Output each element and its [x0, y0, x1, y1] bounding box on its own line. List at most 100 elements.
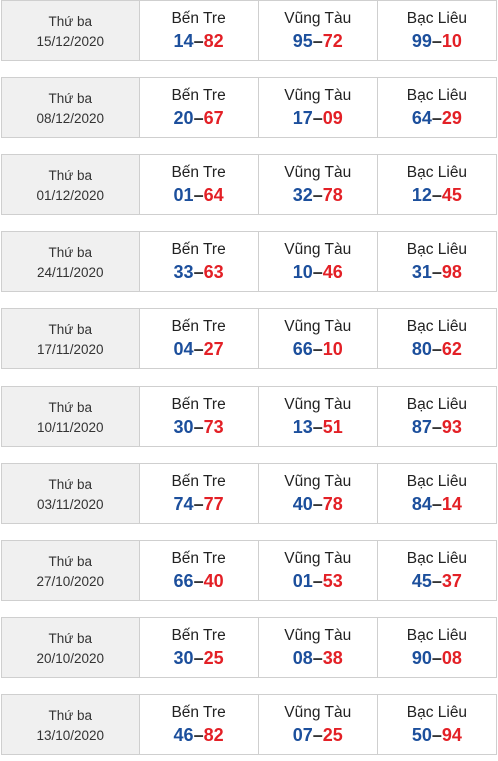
result-numbers: 17–09 — [259, 107, 377, 129]
result-numbers: 10–46 — [259, 261, 377, 283]
second-number: 82 — [203, 31, 224, 51]
number-separator: – — [312, 571, 323, 591]
second-number: 78 — [322, 494, 343, 514]
province-name: Vũng Tàu — [284, 87, 352, 104]
first-number: 30 — [173, 417, 194, 437]
province-name: Bến Tre — [171, 318, 226, 335]
result-table: Thứ ba 01/12/2020 Bến Tre 01–64 Vũng Tàu 32–7… — [1, 154, 498, 215]
province-name: Bến Tre — [171, 164, 226, 181]
weekday-label: Thứ ba — [48, 321, 93, 337]
province-cell: Bến Tre 66–40 — [138, 540, 259, 601]
result-numbers: 20–67 — [140, 107, 258, 129]
result-table: Thứ ba 20/10/2020 Bến Tre 30–25 Vũng Tàu 08–3… — [1, 617, 498, 678]
province-cell: Bạc Liêu 31–98 — [376, 231, 498, 292]
number-separator: – — [193, 648, 204, 668]
province-cell: Bạc Liêu 45–37 — [376, 540, 498, 601]
number-separator: – — [312, 108, 323, 128]
number-separator: – — [312, 262, 323, 282]
second-number: 82 — [203, 725, 224, 745]
date-cell: Thứ ba 27/10/2020 — [1, 540, 140, 601]
first-number: 32 — [292, 185, 313, 205]
date-cell: Thứ ba 20/10/2020 — [1, 617, 140, 678]
second-number: 46 — [322, 262, 343, 282]
province-name: Bến Tre — [171, 550, 226, 567]
result-table: Thứ ba 03/11/2020 Bến Tre 74–77 Vũng Tàu 40–7… — [1, 463, 498, 524]
result-numbers: 66–40 — [140, 570, 258, 592]
result-numbers: 04–27 — [140, 338, 258, 360]
draw-date: 15/12/2020 — [36, 33, 105, 49]
result-table: Thứ ba 10/11/2020 Bến Tre 30–73 Vũng Tàu 13–5… — [1, 386, 498, 447]
table-row: Thứ ba 03/11/2020 Bến Tre 74–77 Vũng Tàu 40–7… — [1, 463, 498, 524]
result-numbers: 01–64 — [140, 184, 258, 206]
table-row: Thứ ba 20/10/2020 Bến Tre 30–25 Vũng Tàu 08–3… — [1, 617, 498, 678]
result-numbers: 84–14 — [378, 493, 496, 515]
first-number: 10 — [292, 262, 313, 282]
second-number: 29 — [441, 108, 462, 128]
second-number: 25 — [203, 648, 224, 668]
first-number: 87 — [411, 417, 432, 437]
province-cell: Vũng Tàu 07–25 — [257, 694, 378, 755]
province-name: Bạc Liêu — [406, 473, 468, 490]
weekday-label: Thứ ba — [48, 167, 93, 183]
date-cell: Thứ ba 15/12/2020 — [1, 0, 140, 61]
province-name: Bạc Liêu — [406, 627, 468, 644]
result-numbers: 14–82 — [140, 30, 258, 52]
province-cell: Vũng Tàu 95–72 — [257, 0, 378, 61]
second-number: 94 — [441, 725, 462, 745]
number-separator: – — [312, 339, 323, 359]
result-numbers: 46–82 — [140, 724, 258, 746]
second-number: 78 — [322, 185, 343, 205]
result-table: Thứ ba 17/11/2020 Bến Tre 04–27 Vũng Tàu 66–1… — [1, 308, 498, 369]
second-number: 25 — [322, 725, 343, 745]
province-name: Vũng Tàu — [284, 550, 352, 567]
first-number: 33 — [173, 262, 194, 282]
second-number: 77 — [203, 494, 224, 514]
table-row: Thứ ba 13/10/2020 Bến Tre 46–82 Vũng Tàu 07–2… — [1, 694, 498, 755]
province-cell: Bến Tre 46–82 — [138, 694, 259, 755]
number-separator: – — [193, 571, 204, 591]
result-numbers: 99–10 — [378, 30, 496, 52]
result-numbers: 50–94 — [378, 724, 496, 746]
date-cell: Thứ ba 13/10/2020 — [1, 694, 140, 755]
second-number: 38 — [322, 648, 343, 668]
province-cell: Bạc Liêu 87–93 — [376, 386, 498, 447]
draw-date: 10/11/2020 — [36, 419, 104, 435]
province-cell: Bến Tre 30–25 — [138, 617, 259, 678]
province-cell: Bến Tre 30–73 — [138, 386, 259, 447]
number-separator: – — [312, 31, 323, 51]
result-table: Thứ ba 08/12/2020 Bến Tre 20–67 Vũng Tàu 17–0… — [1, 77, 498, 138]
second-number: 53 — [322, 571, 343, 591]
province-cell: Bạc Liêu 90–08 — [376, 617, 498, 678]
weekday-label: Thứ ba — [48, 707, 93, 723]
first-number: 95 — [292, 31, 313, 51]
second-number: 10 — [322, 339, 343, 359]
first-number: 80 — [411, 339, 432, 359]
date-cell: Thứ ba 01/12/2020 — [1, 154, 140, 215]
first-number: 64 — [411, 108, 432, 128]
province-cell: Bến Tre 14–82 — [138, 0, 259, 61]
province-cell: Vũng Tàu 13–51 — [257, 386, 378, 447]
date-cell: Thứ ba 24/11/2020 — [1, 231, 140, 292]
result-numbers: 66–10 — [259, 338, 377, 360]
province-cell: Bến Tre 74–77 — [138, 463, 259, 524]
result-numbers: 90–08 — [378, 647, 496, 669]
number-separator: – — [193, 108, 204, 128]
second-number: 37 — [441, 571, 462, 591]
number-separator: – — [193, 725, 204, 745]
number-separator: – — [312, 417, 323, 437]
second-number: 51 — [322, 417, 343, 437]
number-separator: – — [193, 494, 204, 514]
province-cell: Vũng Tàu 32–78 — [257, 154, 378, 215]
province-name: Vũng Tàu — [284, 473, 352, 490]
province-cell: Vũng Tàu 08–38 — [257, 617, 378, 678]
province-cell: Bạc Liêu 64–29 — [376, 77, 498, 138]
second-number: 40 — [203, 571, 224, 591]
province-name: Vũng Tàu — [284, 627, 352, 644]
province-name: Bạc Liêu — [406, 704, 468, 721]
weekday-label: Thứ ba — [48, 553, 93, 569]
number-separator: – — [193, 185, 204, 205]
draw-date: 17/11/2020 — [36, 341, 104, 357]
second-number: 63 — [203, 262, 224, 282]
date-cell: Thứ ba 17/11/2020 — [1, 308, 140, 369]
first-number: 84 — [411, 494, 432, 514]
